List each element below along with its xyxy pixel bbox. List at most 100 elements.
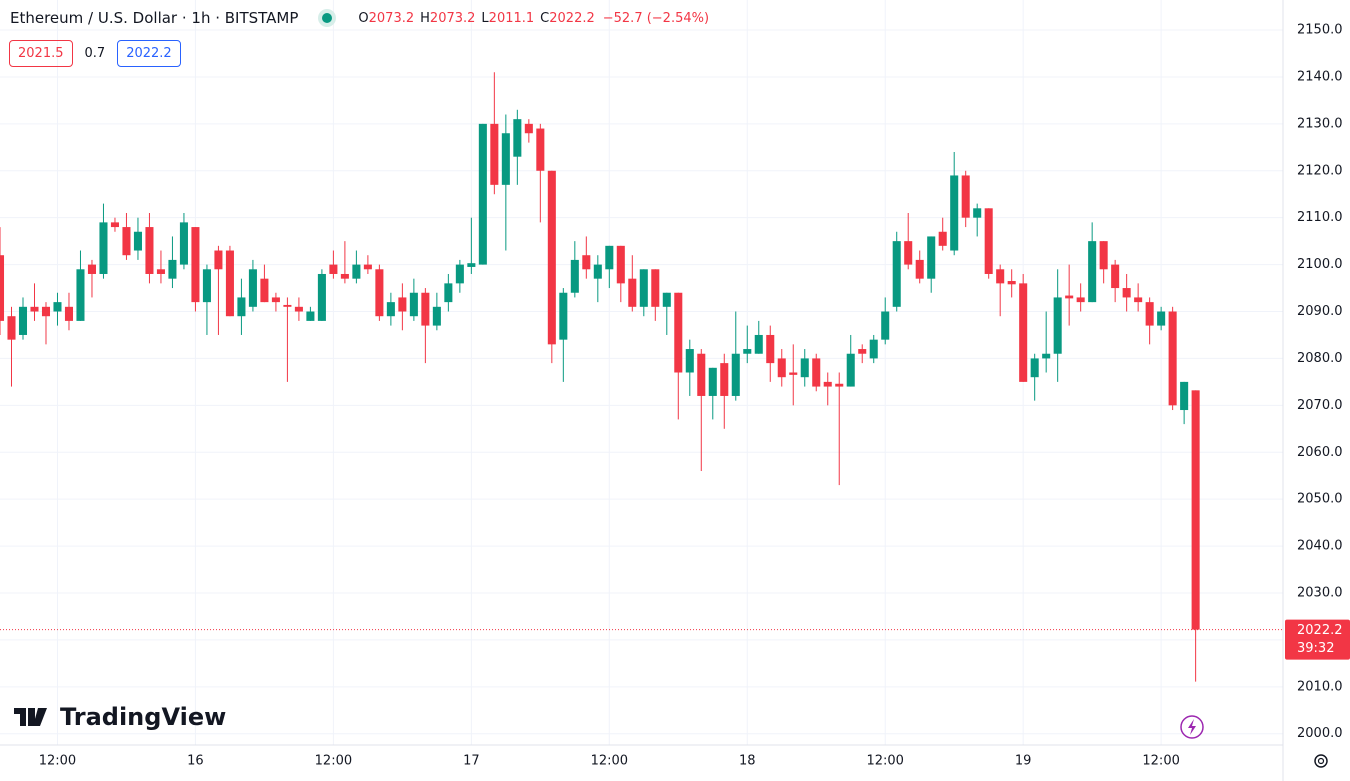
candle-body bbox=[30, 306, 39, 312]
candle-body bbox=[904, 241, 913, 265]
candle-body bbox=[41, 306, 51, 317]
candle-body bbox=[1065, 295, 1074, 299]
y-tick-label: 2080.0 bbox=[1297, 351, 1343, 366]
y-tick-label: 2030.0 bbox=[1297, 585, 1343, 600]
candle-body bbox=[950, 175, 959, 251]
candle-body bbox=[731, 353, 740, 396]
y-tick-label: 2000.0 bbox=[1297, 726, 1343, 741]
candle-body bbox=[1076, 297, 1085, 303]
candle-body bbox=[858, 349, 867, 354]
low-value: 2011.1 bbox=[488, 10, 535, 26]
watermark-text: TradingView bbox=[60, 703, 226, 731]
candle-body bbox=[536, 128, 545, 171]
last-price-label: 2022.2 bbox=[1297, 623, 1343, 638]
market-status[interactable] bbox=[322, 13, 333, 23]
candle-body bbox=[191, 227, 200, 303]
high-key: H bbox=[420, 10, 430, 26]
candle-body bbox=[559, 292, 568, 340]
candle-body bbox=[582, 255, 591, 270]
high-value: 2073.2 bbox=[429, 10, 476, 26]
candle-body bbox=[1099, 241, 1108, 270]
candle-body bbox=[329, 264, 338, 274]
candle-body bbox=[835, 383, 844, 387]
candle-body bbox=[145, 227, 154, 274]
candle-body bbox=[156, 269, 165, 274]
candle-body bbox=[490, 123, 499, 185]
candle-body bbox=[421, 292, 430, 326]
x-tick-label: 12:00 bbox=[315, 754, 352, 769]
candle-body bbox=[524, 123, 533, 134]
x-tick-label: 18 bbox=[739, 754, 756, 769]
candle-body bbox=[547, 170, 556, 345]
candle-body bbox=[18, 306, 28, 335]
candle-body bbox=[881, 311, 890, 340]
grid bbox=[0, 0, 1283, 745]
settings-icon[interactable] bbox=[1314, 754, 1328, 768]
lightning-icon[interactable] bbox=[1180, 715, 1204, 739]
candle-body bbox=[260, 278, 269, 303]
candle-body bbox=[651, 269, 660, 307]
y-tick-label: 2110.0 bbox=[1297, 210, 1343, 225]
candle-body bbox=[352, 264, 361, 279]
candle-body bbox=[593, 264, 602, 279]
open-key: O bbox=[358, 10, 369, 26]
candle-body bbox=[283, 304, 292, 307]
candle-body bbox=[1088, 241, 1097, 303]
candle-body bbox=[386, 302, 395, 317]
candle-body bbox=[915, 259, 924, 279]
candle-body bbox=[1111, 264, 1120, 289]
candle-body bbox=[110, 222, 119, 228]
candle-body bbox=[996, 269, 1005, 284]
candle-body bbox=[1134, 297, 1143, 303]
candle-body bbox=[754, 334, 763, 354]
candle-body bbox=[1053, 297, 1062, 354]
buy-price[interactable]: 2022.2 bbox=[117, 40, 181, 67]
candle-body bbox=[478, 123, 487, 265]
candle-body bbox=[64, 306, 74, 321]
candle-body bbox=[766, 334, 775, 364]
open-value: 2073.2 bbox=[368, 10, 415, 26]
candle-body bbox=[616, 245, 625, 284]
x-tick-label: 19 bbox=[1015, 754, 1032, 769]
candle-body bbox=[99, 222, 108, 274]
candle-body bbox=[306, 311, 315, 321]
candle-body bbox=[294, 306, 303, 312]
y-tick-label: 2010.0 bbox=[1297, 679, 1343, 694]
x-tick-label: 12:00 bbox=[39, 754, 76, 769]
x-tick-label: 16 bbox=[187, 754, 204, 769]
trade-boxes: 2021.5 0.7 2022.2 bbox=[9, 40, 181, 67]
candle-body bbox=[605, 245, 614, 270]
candle-body bbox=[961, 175, 970, 218]
candle-body bbox=[789, 372, 798, 375]
candle-body bbox=[927, 236, 936, 279]
y-tick-label: 2150.0 bbox=[1297, 23, 1343, 38]
sell-price[interactable]: 2021.5 bbox=[9, 40, 73, 67]
x-tick-label: 12:00 bbox=[591, 754, 628, 769]
candle-body bbox=[340, 273, 349, 279]
candle-body bbox=[0, 255, 5, 321]
candle-body bbox=[938, 231, 947, 246]
candle-body bbox=[179, 222, 188, 265]
watermark-logo: TradingView bbox=[14, 703, 226, 731]
legend-header: Ethereum / U.S. Dollar · 1h · BITSTAMP O… bbox=[10, 9, 709, 27]
candle-body bbox=[444, 283, 453, 303]
candle-body bbox=[1145, 302, 1154, 326]
x-tick-label: 17 bbox=[463, 754, 480, 769]
y-tick-label: 2070.0 bbox=[1297, 398, 1343, 413]
candle-body bbox=[708, 367, 717, 396]
candle-body bbox=[501, 133, 510, 185]
candle-body bbox=[743, 349, 752, 354]
low-key: L bbox=[481, 10, 489, 26]
candle-body bbox=[812, 358, 821, 387]
candle-body bbox=[398, 297, 407, 312]
candle-body bbox=[375, 269, 384, 317]
candle-body bbox=[869, 339, 878, 359]
candle-body bbox=[53, 302, 62, 312]
candle-body bbox=[639, 269, 648, 307]
last-price-badge bbox=[1285, 619, 1350, 660]
y-tick-label: 2090.0 bbox=[1297, 304, 1343, 319]
candle-body bbox=[168, 259, 177, 279]
candle-body bbox=[248, 269, 257, 307]
candle-body bbox=[823, 381, 832, 387]
